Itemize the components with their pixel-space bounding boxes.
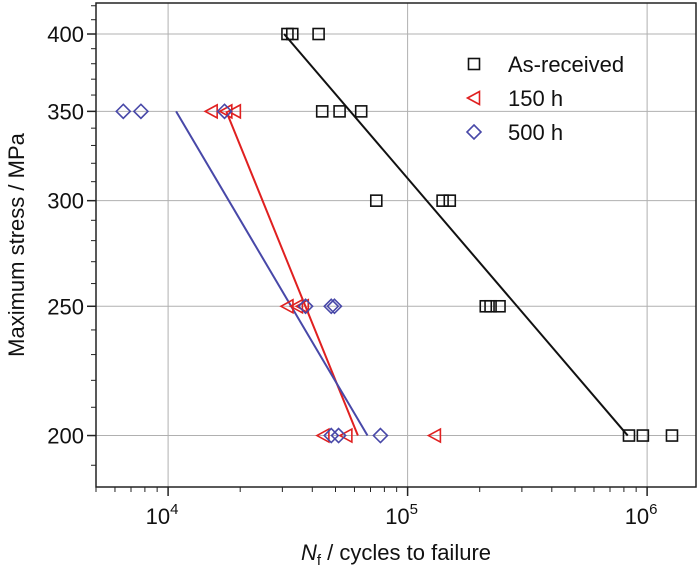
x-tick-label-exponent: 4 xyxy=(170,501,178,518)
y-tick-label: 350 xyxy=(47,99,84,124)
data-point-as-received xyxy=(315,105,329,118)
x-tick-label-base: 10 xyxy=(385,504,409,529)
x-tick-label-base: 10 xyxy=(146,504,170,529)
x-tick-label-base: 10 xyxy=(625,504,649,529)
legend-marker-as-received xyxy=(467,57,481,71)
data-point-500-h xyxy=(297,298,314,315)
x-tick-label-exponent: 5 xyxy=(410,501,418,518)
x-axis-title-rest: / cycles to failure xyxy=(321,540,491,565)
data-point-as-received xyxy=(665,429,679,442)
data-point-500-h xyxy=(132,103,150,120)
plot-frame xyxy=(95,2,697,488)
data-point-as-received xyxy=(312,27,325,41)
data-point-500-h xyxy=(115,103,132,120)
y-tick-label: 300 xyxy=(47,189,84,214)
data-points xyxy=(115,27,679,444)
data-point-500-h xyxy=(372,427,389,444)
data-point-500-h xyxy=(330,427,347,444)
data-point-as-received xyxy=(443,194,457,207)
data-point-as-received xyxy=(493,299,506,313)
data-point-500-h xyxy=(323,427,340,444)
y-tick-label: 200 xyxy=(47,424,84,449)
grid-lines xyxy=(96,3,696,487)
data-point-as-received xyxy=(436,194,449,207)
x-axis-title-main: N xyxy=(301,540,317,565)
x-axis-title: Nf / cycles to failure xyxy=(301,540,491,569)
y-tick-label: 250 xyxy=(47,294,84,319)
data-point-150-h xyxy=(426,427,442,444)
x-tick-label: 104 xyxy=(146,501,179,529)
data-point-as-received xyxy=(484,299,497,313)
fit-line-500-h xyxy=(175,110,369,437)
x-tick-label-exponent: 6 xyxy=(649,501,657,518)
legend-label-150-h: 150 h xyxy=(508,86,563,111)
data-point-as-received xyxy=(622,429,636,442)
legend-marker-150-h xyxy=(465,90,481,106)
data-point-as-received xyxy=(333,105,346,118)
data-point-as-received xyxy=(285,27,299,41)
data-point-500-h xyxy=(326,298,343,315)
fit-line-as-received xyxy=(283,33,629,437)
legend-marker-500-h xyxy=(465,123,483,141)
data-point-150-h xyxy=(279,298,294,315)
axis-ticks xyxy=(87,5,648,496)
legend-label-as-received: As-received xyxy=(508,52,624,77)
y-axis-title: Maximum stress / MPa xyxy=(4,132,29,356)
fit-lines xyxy=(175,33,629,437)
x-tick-label: 106 xyxy=(625,501,658,529)
y-tick-label: 400 xyxy=(47,22,84,47)
data-point-150-h xyxy=(226,103,242,120)
data-point-500-h xyxy=(323,298,340,315)
data-point-150-h xyxy=(288,298,304,315)
data-point-150-h xyxy=(338,427,353,444)
data-point-as-received xyxy=(354,105,368,118)
x-tick-label: 105 xyxy=(385,501,418,529)
data-point-as-received xyxy=(369,194,383,207)
data-point-150-h xyxy=(315,427,330,444)
legend-label-500-h: 500 h xyxy=(508,120,563,145)
data-point-as-received xyxy=(636,429,650,442)
data-point-500-h xyxy=(216,103,233,120)
x-axis-title-subscript: f xyxy=(317,552,322,569)
legend: As-received 150 h 500 h xyxy=(465,52,624,145)
